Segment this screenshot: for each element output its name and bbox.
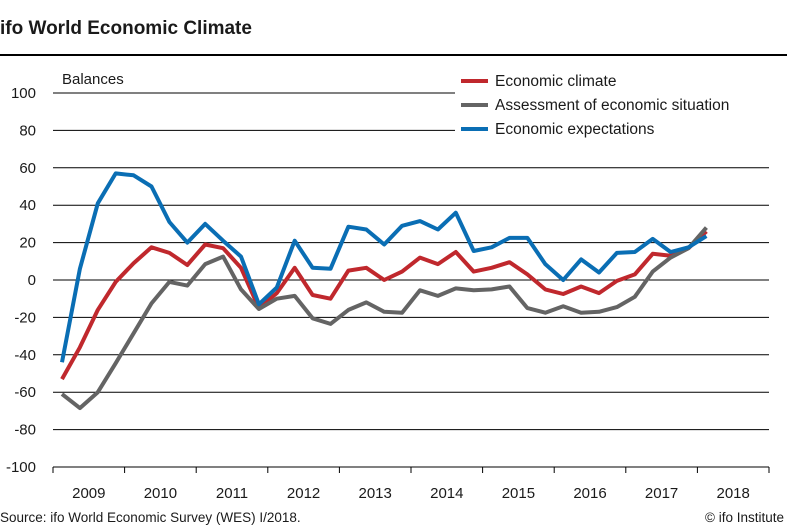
x-tick-label: 2013 [359, 485, 392, 502]
y-tick-label: 0 [28, 272, 36, 289]
y-tick-label: 100 [11, 85, 36, 102]
legend-label: Economic climate [495, 73, 616, 90]
y-tick-label: -80 [14, 422, 36, 439]
x-tick-label: 2014 [430, 485, 463, 502]
series-line-0 [60, 229, 708, 381]
legend-background [455, 66, 775, 142]
series-line-2 [60, 171, 708, 363]
x-tick-label: 2010 [144, 485, 177, 502]
x-tick-label: 2017 [645, 485, 678, 502]
title-divider [0, 54, 787, 56]
y-axis-ticks: 100 80 60 40 20 0 -20 -40 -60 -80 -100 [6, 85, 36, 476]
y-tick-label: -40 [14, 347, 36, 364]
legend: Economic climate Assessment of economic s… [461, 73, 729, 138]
series-lines [60, 171, 708, 411]
x-tick-label: 2015 [502, 485, 535, 502]
y-tick-label: 80 [19, 122, 36, 139]
y-tick-label: -100 [6, 459, 36, 476]
x-tick-label: 2012 [287, 485, 320, 502]
y-tick-label: 20 [19, 235, 36, 252]
x-tick-label: 2009 [72, 485, 105, 502]
x-tick-label: 2016 [573, 485, 606, 502]
y-tick-label: 60 [19, 160, 36, 177]
copyright-note: © ifo Institute [705, 510, 784, 525]
y-tick-label: -20 [14, 309, 36, 326]
chart-title: ifo World Economic Climate [0, 18, 252, 39]
x-axis: 2009 2010 2011 2012 2013 2014 2015 2016 2017 2018 [52, 467, 770, 502]
grid-lines [53, 66, 775, 468]
y-tick-label: 40 [19, 197, 36, 214]
y-tick-label: -60 [14, 384, 36, 401]
source-note: Source: ifo World Economic Survey (WES) … [0, 510, 301, 525]
x-tick-label: 2018 [717, 485, 750, 502]
x-tick-label: 2011 [216, 485, 248, 502]
legend-label: Assessment of economic situation [495, 97, 729, 114]
y-axis-label: Balances [62, 71, 124, 88]
legend-label: Economic expectations [495, 121, 655, 138]
